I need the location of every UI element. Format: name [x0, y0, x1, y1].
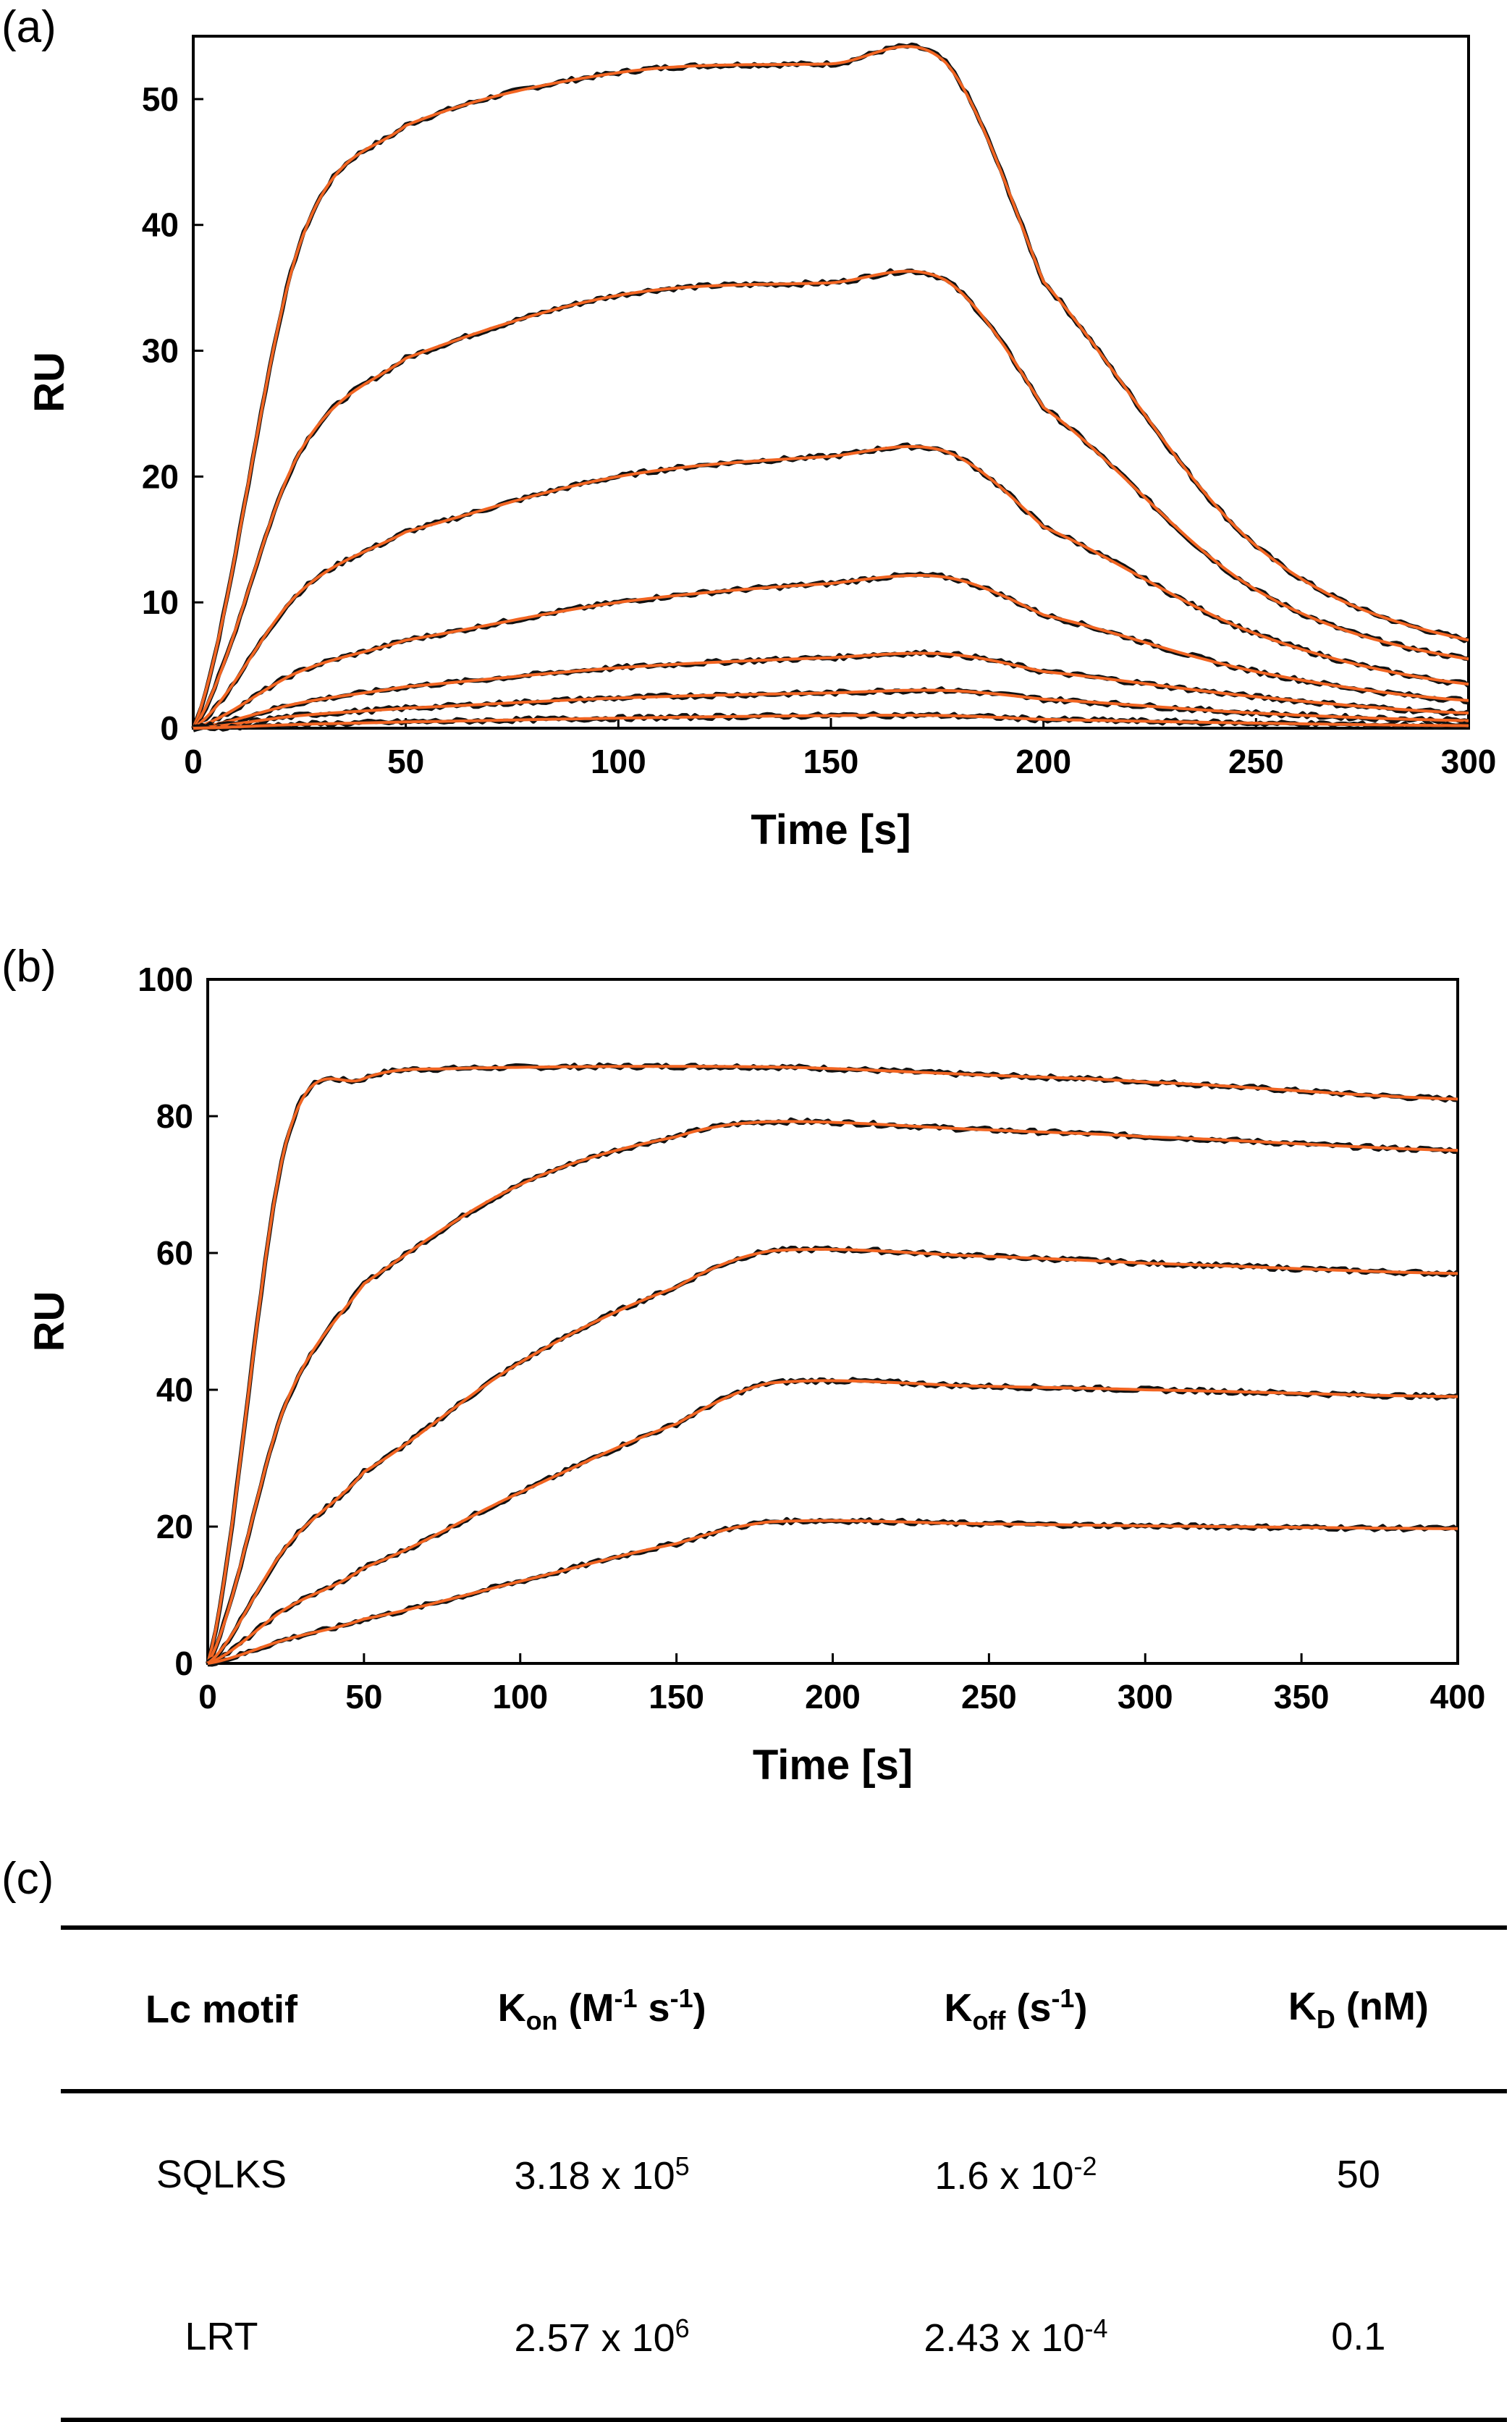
header-kon: Kon (M-1 s-1)	[381, 1925, 822, 2093]
y-tick-label: 100	[138, 961, 193, 998]
series-1-fit-line	[206, 1065, 1458, 1664]
cell-kon: 2.57 x 106	[381, 2256, 822, 2422]
y-tick-label: 20	[156, 1508, 193, 1545]
cell-koff: 1.6 x 10-2	[934, 2151, 1097, 2198]
series-3-fit-line	[206, 1247, 1458, 1665]
series-6-fit-line	[193, 688, 1469, 730]
series-4-fit-line	[207, 1379, 1458, 1665]
y-tick-label: 40	[142, 206, 179, 244]
series-3-data-line	[206, 1245, 1459, 1664]
sensorgram-chart-a: 0 50 100 150 200 250 300 0 10 20 30 40 50 Time [s] RU	[26, 35, 1497, 853]
x-tick-label: 50	[345, 1678, 382, 1716]
series-4-data-line	[193, 571, 1469, 731]
x-tick-label: 200	[1015, 743, 1071, 780]
x-tick-label: 250	[961, 1678, 1017, 1716]
cell-motif: SQLKS	[156, 2153, 287, 2196]
x-tick-label: 50	[387, 743, 424, 780]
series-2-fit-line	[192, 269, 1469, 730]
series-2-fit-line	[206, 1120, 1458, 1664]
series-1-data-line	[206, 1062, 1458, 1664]
x-tick-label: 0	[184, 743, 203, 780]
series-1-data-line	[191, 42, 1470, 730]
x-tick-label: 300	[1441, 743, 1497, 780]
x-axis-title: Time [s]	[753, 1742, 913, 1789]
x-tick-label: 150	[803, 743, 859, 780]
table-row: LRT 2.57 x 106 2.43 x 10-4 0.1	[61, 2256, 1507, 2422]
sensorgram-chart-b: 0 50 100 150 200 250 300 350 400 0 20 40 60 80 100 Time…	[26, 961, 1486, 1789]
x-tick-label: 300	[1118, 1678, 1173, 1716]
kinetics-table: Lc motif Kon (M-1 s-1) Koff (s-1) KD (nM…	[61, 1925, 1507, 2422]
x-tick-label: 200	[805, 1678, 861, 1716]
series-1-fit-line	[192, 45, 1469, 729]
x-tick-label: 400	[1430, 1678, 1486, 1716]
y-tick-label: 0	[160, 709, 179, 747]
panel-label-a: (a)	[1, 2, 56, 52]
header-motif: Lc motif	[61, 1925, 382, 2093]
cell-kd: 50	[1336, 2153, 1380, 2196]
panel-label-c: (c)	[1, 1854, 54, 1904]
x-tick-label: 350	[1274, 1678, 1330, 1716]
series-3-fit-line	[192, 444, 1469, 730]
x-tick-label: 150	[649, 1678, 704, 1716]
x-tick-label: 100	[492, 1678, 548, 1716]
table-row: SQLKS 3.18 x 105 1.6 x 10-2 50	[61, 2091, 1507, 2256]
x-tick-label: 100	[591, 743, 646, 780]
panel-label-b: (b)	[1, 942, 56, 992]
y-tick-label: 20	[142, 457, 179, 495]
header-koff: Koff (s-1)	[822, 1925, 1210, 2093]
y-tick-label: 50	[142, 80, 179, 118]
y-tick-label: 30	[142, 332, 179, 370]
header-kd: KD (nM)	[1209, 1925, 1507, 2093]
series-4-fit-line	[193, 573, 1469, 730]
x-axis-title: Time [s]	[751, 806, 911, 853]
cell-kd: 0.1	[1209, 2256, 1507, 2422]
plot-frame	[206, 978, 1459, 1665]
series-7-fit-line	[193, 714, 1469, 730]
cell-kon: 3.18 x 105	[514, 2151, 690, 2198]
y-tick-label: 80	[156, 1097, 193, 1135]
y-tick-label: 10	[142, 583, 179, 621]
cell-motif: LRT	[61, 2256, 382, 2422]
y-axis-title: RU	[26, 1291, 73, 1352]
series-5-data-line	[207, 1516, 1459, 1667]
series-5-fit-line	[207, 1519, 1458, 1665]
y-tick-label: 60	[156, 1234, 193, 1272]
y-axis-title: RU	[26, 352, 73, 413]
series-3-data-line	[193, 442, 1470, 730]
table-header-row: Lc motif Kon (M-1 s-1) Koff (s-1) KD (nM…	[61, 1925, 1507, 2093]
y-tick-label: 0	[174, 1645, 193, 1682]
x-tick-label: 250	[1228, 743, 1284, 780]
series-5-fit-line	[193, 651, 1469, 730]
x-tick-label: 0	[198, 1678, 217, 1716]
cell-koff: 2.43 x 10-4	[822, 2256, 1210, 2422]
y-tick-label: 40	[156, 1371, 193, 1409]
